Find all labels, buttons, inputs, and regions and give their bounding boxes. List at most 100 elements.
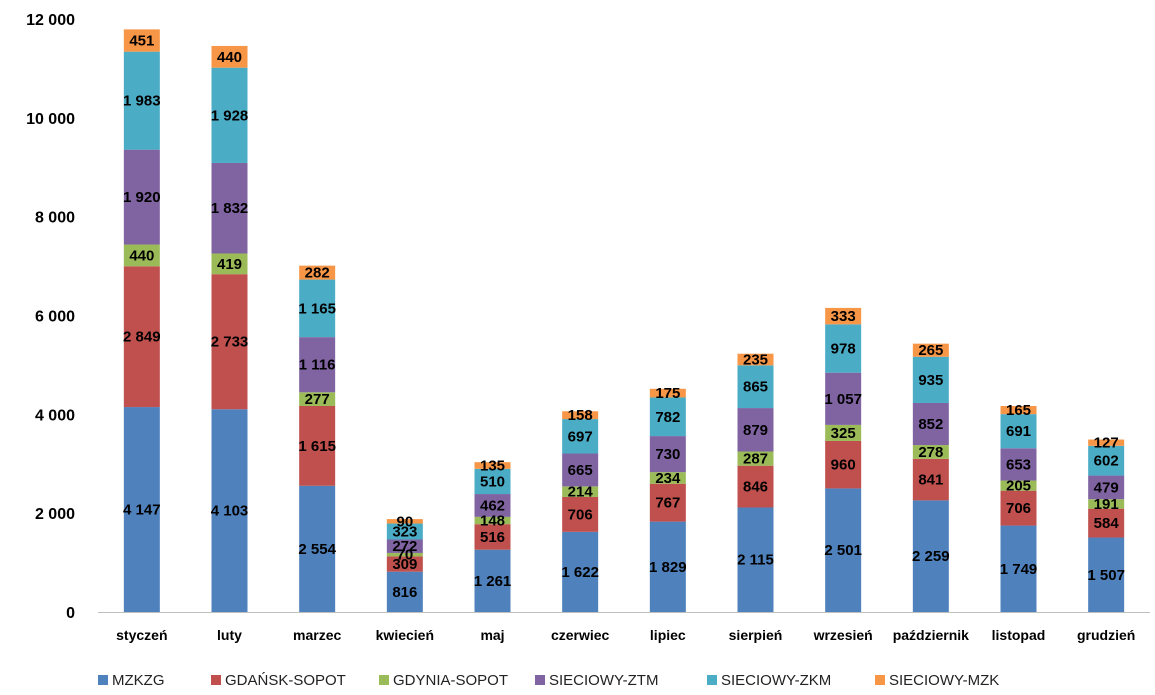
data-label: 205 [1006,478,1031,495]
data-label: 278 [918,444,943,461]
bar-segment [737,507,774,612]
data-label: 935 [918,372,943,389]
legend-swatch [535,675,545,685]
data-label: 816 [392,584,417,601]
bar-segment [1088,499,1125,509]
bar-segment [737,465,774,508]
data-label: 272 [392,538,417,555]
data-label: 4 103 [211,503,249,520]
legend-swatch [211,675,221,685]
data-label: 960 [831,457,856,474]
data-label: 584 [1094,515,1120,532]
bar-segment [1088,475,1125,500]
data-label: 175 [655,385,680,402]
bar-segment [562,496,599,532]
bar-segment [299,337,336,393]
legend-label: SIECIOWY-ZKM [721,672,831,689]
bar-segment [649,483,686,522]
legend-swatch [379,675,389,685]
data-label: 1 749 [1000,561,1038,578]
bar-segment [474,549,511,612]
data-label: 265 [918,342,943,359]
bar-segment [649,388,686,398]
data-label: 214 [568,484,594,501]
data-label: 462 [480,497,505,514]
data-label: 235 [743,352,768,369]
bar-segment [386,523,423,540]
bar-segment [211,253,248,275]
y-tick-label: 2 000 [35,506,75,523]
bar-segment [474,494,511,517]
data-label: 697 [568,428,593,445]
data-label: 1 829 [649,559,687,576]
bar-segment [912,445,949,459]
data-label: 309 [392,556,417,573]
data-label: 706 [1006,500,1031,517]
data-label: 852 [918,416,943,433]
data-label: 1 507 [1087,567,1125,584]
bar-segment [1000,490,1037,526]
data-label: 510 [480,473,505,490]
data-label: 234 [655,470,681,487]
bar-segment [825,440,862,489]
bar-segment [123,29,160,52]
data-label: 730 [655,446,680,463]
bar-segment [1000,525,1037,612]
bar-segment [1088,439,1125,446]
data-label: 287 [743,451,768,468]
bar-segment [912,343,949,357]
bar-segment [474,462,511,469]
legend-item: GDYNIA-SOPOT [379,672,508,689]
legend-swatch [875,675,885,685]
y-tick-label: 12 000 [26,12,75,29]
x-tick-label: grudzień [1077,627,1135,643]
bar-segment [299,405,336,486]
data-label: 1 983 [123,93,161,110]
bar-segment [649,472,686,484]
data-label: 653 [1006,456,1031,473]
bar-segment [737,353,774,366]
data-label: 1 920 [123,189,161,206]
bar-segment [1088,508,1125,538]
data-label: 879 [743,422,768,439]
legend-item: GDAŃSK-SOPOT [211,672,346,689]
bar-segment [123,407,160,612]
data-label: 277 [305,391,330,408]
data-label: 2 501 [824,542,862,559]
legend-label: MZKZG [112,672,165,689]
bar-segment [737,451,774,466]
x-tick-label: październik [893,627,969,643]
bar-segment [474,468,511,495]
bar-segment [825,488,862,612]
data-labels: 4 147 2 849 440 1 920 1 983 451 4 103 2 733 419 1… [123,33,1125,601]
data-label: 135 [480,458,505,475]
legend-label: GDYNIA-SOPOT [393,672,508,689]
bar-segment [737,408,774,452]
bar-segment [912,402,949,446]
bar-segment [562,531,599,612]
bar-segment [386,552,423,557]
y-tick-label: 0 [66,605,75,622]
bar-segment [825,324,862,373]
data-label: 846 [743,479,768,496]
bar-segment [123,244,160,267]
data-label: 1 622 [561,564,599,581]
data-label: 479 [1094,479,1119,496]
bar-segment [474,524,511,550]
data-label: 691 [1006,423,1031,440]
bar-segment [649,436,686,473]
data-label: 4 147 [123,502,161,519]
bar-segment [825,424,862,441]
data-label: 323 [392,524,417,541]
data-label: 127 [1094,435,1119,452]
y-tick-label: 8 000 [35,210,75,227]
data-label: 1 165 [298,300,336,317]
bar-segment [825,307,862,325]
bars [123,29,1125,612]
y-tick-label: 10 000 [26,111,75,128]
legend-item: SIECIOWY-ZTM [535,672,658,689]
data-label: 158 [568,407,593,424]
data-label: 419 [217,256,242,273]
bar-segment [562,486,599,497]
